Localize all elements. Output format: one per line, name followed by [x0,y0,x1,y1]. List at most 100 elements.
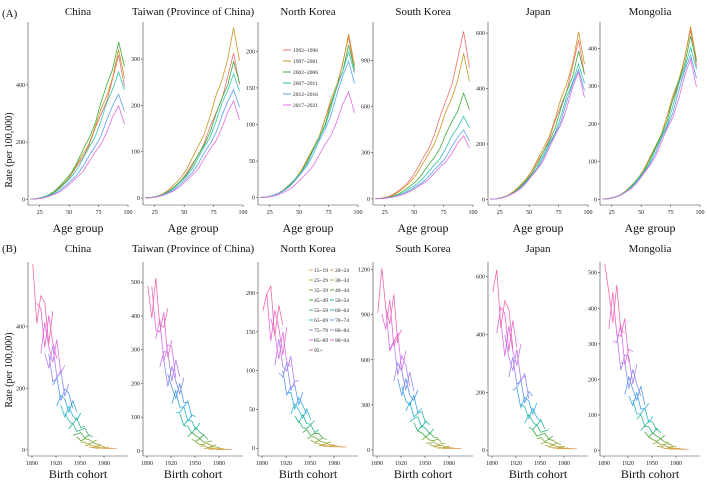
y-tick-label: 900 [361,58,370,64]
y-tick-label: 300 [131,348,140,354]
x-tick-label: 50 [181,210,187,216]
series-line-2017-2021 [30,104,125,200]
y-tick-label: 50 [249,159,255,165]
x-axis-label: Age group [513,221,564,235]
series-line-85-89 [40,322,62,373]
series-line-40-44 [421,436,443,443]
y-tick-label: 100 [246,122,255,128]
y-tick-label: 400 [16,325,25,331]
y-tick-label: 100 [588,413,597,419]
legend-label: 85~89 [314,338,328,344]
x-tick-label: 1950 [419,461,431,467]
legend-label: 25~29 [314,278,328,284]
x-tick-label: 1950 [74,461,86,467]
series-line-95 [262,284,284,337]
series-line-65-69 [628,390,650,410]
series-line-1992-1996 [490,40,585,200]
y-tick-label: 0 [22,197,25,203]
legend-label: 50~54 [335,298,349,304]
series-line-35-39 [425,441,446,445]
series-line-70-74 [512,378,534,405]
series-line-25-29 [203,447,224,450]
series-line-55-59 [294,413,316,425]
series-line-45-49 [72,432,93,439]
series-line-25-29 [318,444,339,447]
series-line-80-84 [44,345,66,378]
legend-label: 35~39 [314,288,328,294]
series-line-25-29 [88,446,109,449]
panel-title: North Korea [280,243,335,255]
panel-title: Mongolia [629,243,672,255]
series-line-90-94 [36,303,58,359]
series-line-35-39 [310,439,331,444]
series-line-90-94 [151,286,173,358]
x-tick-label: 1890 [598,461,610,467]
legend-label: 75~79 [314,328,328,334]
x-tick-label: 1980 [443,461,455,467]
x-tick-label: 75 [556,210,562,216]
x-tick-label: 100 [124,210,133,216]
series-line-45-49 [417,430,438,439]
series-line-2017-2021 [260,90,355,198]
y-tick-label: 0 [482,448,485,454]
y-tick-label: 600 [476,31,485,37]
series-line-50-54 [640,425,662,435]
y-tick-label: 300 [588,342,597,348]
series-line-75-79 [393,361,415,392]
y-tick-label: 400 [588,46,597,52]
legend-label: 60~64 [335,308,349,314]
y-tick-label: 400 [476,332,485,338]
y-tick-label: 600 [361,358,370,364]
series-line-1992-1996 [602,29,697,200]
section-label-b: (B) [2,243,17,255]
series-line-35-39 [540,441,561,446]
x-tick-label: 100 [239,210,248,216]
y-tick-label: 200 [131,103,140,109]
series-line-65-69 [401,386,423,414]
x-tick-label: 1950 [534,461,546,467]
y-tick-label: 1200 [358,268,370,274]
x-tick-label: 1920 [510,461,522,467]
series-line-50-54 [528,423,549,433]
series-line-2007-2011 [145,72,240,199]
y-tick-label: 0 [252,196,255,202]
x-tick-label: 1890 [371,461,383,467]
series-line-60-64 [60,405,82,421]
series-line-40-44 [76,436,98,443]
series-line-35-39 [195,441,216,447]
x-tick-label: 50 [638,210,644,216]
x-axis-label: Birth cohort [621,467,680,479]
series-line-45-49 [644,431,666,439]
legend-label: 55~59 [314,308,328,314]
series-line-50-54 [413,422,435,435]
y-tick-label: 100 [131,415,140,421]
x-axis-label: Birth cohort [279,467,338,479]
panel-title: South Korea [395,6,450,18]
panel-title: Japan [525,243,551,255]
series-line-70-74 [397,378,419,402]
y-tick-label: 200 [16,386,25,392]
y-tick-label: 50 [249,407,255,413]
series-line-95 [604,264,625,334]
y-tick-label: 0 [594,197,597,203]
series-line-45-49 [302,429,324,439]
series-line-30-34 [656,445,677,448]
x-tick-label: 50 [411,210,417,216]
series-line-2002-2006 [490,50,585,200]
legend-label: 65~69 [314,318,328,324]
x-tick-label: 100 [696,210,705,216]
x-tick-label: 75 [441,210,447,216]
panel-title: China [65,6,91,18]
series-line-65-69 [171,388,193,418]
series-line-35-39 [652,441,673,447]
x-tick-label: 25 [152,210,158,216]
panel-title: Taiwan (Province of China) [132,6,255,18]
series-line-55-59 [64,412,85,429]
y-tick-label: 200 [588,377,597,383]
x-tick-label: 25 [37,210,43,216]
y-tick-label: 900 [361,313,370,319]
y-tick-label: 200 [588,122,597,128]
series-line-85-89 [155,319,177,378]
